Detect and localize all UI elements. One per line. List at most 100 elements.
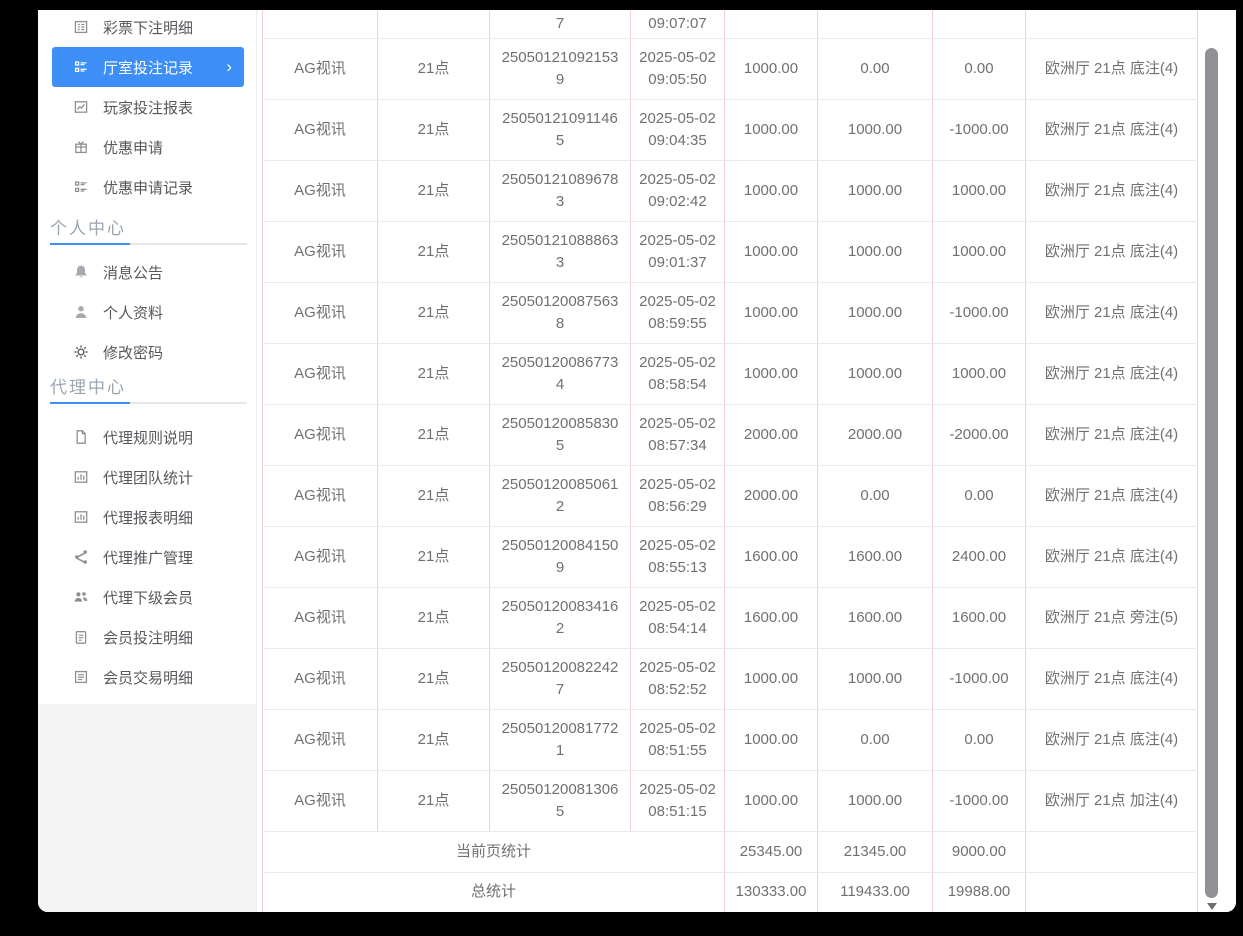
sidebar-item-sec1-6[interactable]: 会员交易明细 (38, 657, 256, 697)
table-row: AG视讯 21点 250501200822427 2025-05-02 08:52:5… (262, 648, 1198, 710)
sidebar-item-label: 玩家投注报表 (103, 99, 194, 117)
users-icon (72, 589, 90, 605)
sidebar-item-sec1-2[interactable]: 代理报表明细 (38, 497, 256, 537)
app-window: 彩票下注明细 厅室投注记录 › 玩家投注报表 优惠申请 优惠申请记录 个人中心 消息公告 个人… (38, 10, 1236, 912)
cell-bet-time: 2025-05-02 08:54:14 (630, 587, 725, 649)
cell-game: 21点 (377, 160, 490, 222)
sidebar-sections: 个人中心 消息公告 个人资料 修改密码 代理中心 代理规则说明 代理团队统计 代理报表明细 代理… (38, 218, 256, 697)
cell-platform: AG视讯 (262, 282, 378, 344)
sidebar-top-group: 彩票下注明细厅室投注记录 › 玩家投注报表优惠申请优惠申请记录 (38, 10, 256, 207)
cell-game (377, 10, 490, 39)
cell-game: 21点 (377, 99, 490, 161)
cell-order-no: 250501200875638 (489, 282, 631, 344)
cell-order-no: 250501200850612 (489, 465, 631, 527)
cell-bet-time: 2025-05-02 09:01:37 (630, 221, 725, 283)
cell-win-loss: 1000.00 (932, 221, 1026, 283)
sidebar-item-label: 彩票下注明细 (103, 19, 194, 37)
cell-valid-amount: 1000.00 (817, 770, 933, 832)
cell-order-no: 250501200858305 (489, 404, 631, 466)
section-underline (50, 402, 247, 404)
cell-valid-amount: 1000.00 (817, 160, 933, 222)
cell-platform: AG视讯 (262, 709, 378, 771)
cell-win-loss: 2400.00 (932, 526, 1026, 588)
cell-game: 21点 (377, 343, 490, 405)
cell-bet-detail: 欧洲厅 21点 底注(4) (1025, 404, 1198, 466)
clipboard-icon (72, 629, 90, 645)
cell-bet-amount: 1600.00 (724, 526, 818, 588)
cell-bet-amount: 1000.00 (724, 38, 818, 100)
cell-bet-time: 2025-05-02 08:57:34 (630, 404, 725, 466)
cell-bet-time: 2025-05-02 08:56:29 (630, 465, 725, 527)
cell-bet-detail (1025, 872, 1198, 912)
sidebar-item-label: 代理团队统计 (103, 469, 194, 487)
cell-bet-amount: 1000.00 (724, 99, 818, 161)
cell-order-no: 250501210921539 (489, 38, 631, 100)
cell-bet-amount: 1000.00 (724, 709, 818, 771)
list-box-icon (72, 669, 90, 685)
cell-win-loss: 0.00 (932, 38, 1026, 100)
cell-order-no: 250501210896783 (489, 160, 631, 222)
share-icon (72, 549, 90, 565)
cell-bet-detail: 欧洲厅 21点 加注(4) (1025, 770, 1198, 832)
sidebar-item-label: 厅室投注记录 (103, 59, 194, 77)
sidebar-item-active[interactable]: 厅室投注记录 › (52, 47, 244, 87)
cell-bet-detail (1025, 10, 1198, 39)
cell-bet-time: 2025-05-02 08:58:54 (630, 343, 725, 405)
sidebar-item-label: 代理推广管理 (103, 549, 194, 567)
sidebar-item-sec0-2[interactable]: 修改密码 (38, 332, 256, 372)
cell-valid-amount: 119433.00 (817, 872, 933, 912)
cell-bet-time: 2025-05-02 08:59:55 (630, 282, 725, 344)
cell-platform: AG视讯 (262, 587, 378, 649)
board-chart-icon (72, 509, 90, 525)
sidebar: 彩票下注明细 厅室投注记录 › 玩家投注报表 优惠申请 优惠申请记录 个人中心 消息公告 个人… (38, 10, 257, 912)
scrollbar-thumb[interactable] (1205, 48, 1218, 898)
cell-platform: AG视讯 (262, 770, 378, 832)
table-row: AG视讯 21点 250501210896783 2025-05-02 09:02:4… (262, 160, 1198, 222)
chart-icon (72, 99, 90, 115)
cell-platform: AG视讯 (262, 343, 378, 405)
cell-bet-detail: 欧洲厅 21点 底注(4) (1025, 160, 1198, 222)
sidebar-item-sec1-3[interactable]: 代理推广管理 (38, 537, 256, 577)
sidebar-item-sec0-0[interactable]: 消息公告 (38, 252, 256, 292)
cell-win-loss: 0.00 (932, 709, 1026, 771)
cell-game: 21点 (377, 770, 490, 832)
section-underline (50, 243, 247, 245)
cell-valid-amount: 1600.00 (817, 587, 933, 649)
cell-valid-amount: 1000.00 (817, 99, 933, 161)
sidebar-item-sec1-0[interactable]: 代理规则说明 (38, 417, 256, 457)
sidebar-item-sec1-5[interactable]: 会员投注明细 (38, 617, 256, 657)
bell-icon (72, 264, 90, 280)
cell-platform: AG视讯 (262, 221, 378, 283)
table-row: AG视讯 21点 250501200850612 2025-05-02 08:56:2… (262, 465, 1198, 527)
vertical-scrollbar[interactable] (1205, 10, 1219, 912)
table-row: AG视讯 21点 250501200834162 2025-05-02 08:54:1… (262, 587, 1198, 649)
cell-bet-detail: 欧洲厅 21点 底注(4) (1025, 526, 1198, 588)
cell-valid-amount: 1000.00 (817, 282, 933, 344)
cell-bet-time: 2025-05-02 08:51:55 (630, 709, 725, 771)
cell-win-loss: 9000.00 (932, 831, 1026, 873)
cell-win-loss: -1000.00 (932, 99, 1026, 161)
sidebar-item-sec1-1[interactable]: 代理团队统计 (38, 457, 256, 497)
sidebar-item-label: 优惠申请记录 (103, 179, 194, 197)
sidebar-item-label: 个人资料 (103, 304, 164, 322)
sidebar-item-sec0-1[interactable]: 个人资料 (38, 292, 256, 332)
table-row-partial: 7 09:07:07 (262, 10, 1198, 39)
bet-records-table: 7 09:07:07 AG视讯 21点 250501210921539 2025-05-0… (262, 10, 1198, 912)
table-row: AG视讯 21点 250501200867734 2025-05-02 08:58:5… (262, 343, 1198, 405)
cell-game: 21点 (377, 709, 490, 771)
cell-bet-detail: 欧洲厅 21点 底注(4) (1025, 282, 1198, 344)
cell-bet-detail (1025, 831, 1198, 873)
sidebar-item-top-2[interactable]: 玩家投注报表 (38, 87, 256, 127)
sidebar-item-top-0[interactable]: 彩票下注明细 (38, 10, 256, 47)
sidebar-item-top-3[interactable]: 优惠申请 (38, 127, 256, 167)
cell-bet-time: 09:07:07 (630, 10, 725, 39)
cell-bet-amount: 1000.00 (724, 160, 818, 222)
cell-win-loss: -1000.00 (932, 282, 1026, 344)
cell-bet-detail: 欧洲厅 21点 底注(4) (1025, 221, 1198, 283)
cell-game: 21点 (377, 282, 490, 344)
sidebar-item-sec1-4[interactable]: 代理下级会员 (38, 577, 256, 617)
cell-platform: AG视讯 (262, 160, 378, 222)
cell-bet-amount: 1000.00 (724, 282, 818, 344)
sidebar-item-top-4[interactable]: 优惠申请记录 (38, 167, 256, 207)
scroll-down-arrow-icon[interactable] (1207, 903, 1217, 910)
